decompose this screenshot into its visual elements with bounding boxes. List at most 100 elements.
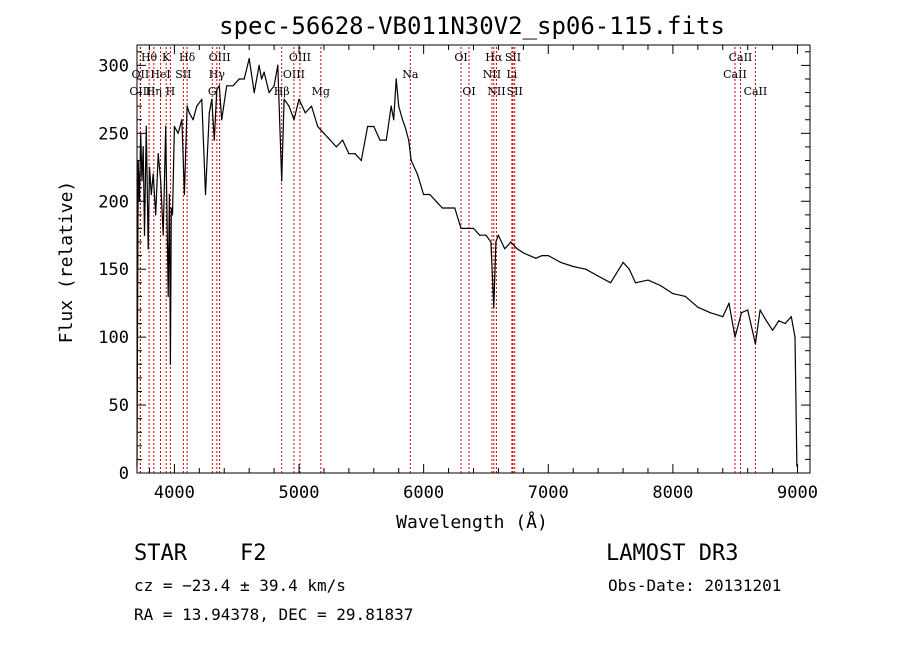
object-type: STAR [134, 541, 187, 566]
flux-point [429, 193, 431, 196]
line-marker-label: OIII [209, 51, 231, 64]
flux-point [734, 336, 736, 338]
flux-point [493, 306, 495, 308]
flux-point [145, 125, 147, 128]
flux-point [794, 336, 796, 338]
flux-point [177, 132, 179, 134]
flux-point [516, 248, 518, 250]
flux-point [401, 119, 404, 121]
line-marker-label: OIII [283, 68, 305, 81]
flux-point [772, 329, 774, 331]
line-marker-label: SII [507, 85, 523, 98]
y-tick-label: 250 [98, 124, 129, 144]
flux-point [196, 105, 198, 107]
line-marker-label: OII [132, 68, 150, 81]
series-layer [136, 57, 798, 467]
line-marker-label: CaII [744, 85, 768, 98]
line-marker-label: Hα [485, 51, 503, 64]
flux-point [169, 363, 171, 365]
flux-point [408, 139, 410, 141]
y-tick-label: 300 [98, 56, 129, 76]
flux-point [728, 302, 730, 304]
line-marker-label: SII [175, 68, 191, 81]
flux-point [147, 248, 149, 250]
flux-point [634, 282, 637, 284]
flux-point [323, 132, 325, 134]
x-axis-label: Wavelength (Å) [396, 511, 548, 533]
flux-point [504, 248, 506, 250]
flux-point [379, 139, 381, 141]
flux-point [441, 207, 443, 209]
y-tick-label: 200 [98, 192, 129, 212]
flux-point [216, 89, 218, 91]
line-marker-label: Hγ [209, 68, 226, 81]
x-tick-label: 9000 [777, 483, 818, 503]
flux-point [167, 295, 169, 297]
flux-point [317, 125, 319, 128]
flux-point [248, 58, 250, 60]
flux-point [759, 309, 761, 311]
line-marker-label: SII [505, 51, 521, 64]
flux-point [288, 105, 290, 107]
flux-point [479, 234, 481, 236]
flux-point [253, 92, 255, 94]
flux-point [141, 180, 143, 182]
line-marker-label: OI [454, 51, 467, 64]
flux-point [173, 125, 175, 128]
x-tick-label: 7000 [528, 483, 569, 503]
flux-point [226, 85, 228, 87]
flux-point [722, 316, 724, 318]
spectral-subclass: F2 [240, 541, 267, 566]
flux-point [497, 234, 499, 236]
line-marker-label: Li [506, 68, 517, 81]
flux-point [218, 85, 220, 87]
flux-point [622, 261, 624, 263]
flux-point [435, 200, 437, 202]
flux-point [448, 207, 450, 209]
flux-point [273, 85, 275, 87]
flux-point [395, 78, 397, 80]
flux-point [784, 322, 786, 325]
survey-name: LAMOST DR3 [606, 541, 739, 566]
flux-point [416, 173, 418, 175]
line-marker-label: HeI [150, 68, 170, 81]
flux-point [204, 193, 207, 196]
line-marker-label: NII [487, 85, 505, 98]
flux-point [298, 98, 300, 100]
line-marker-label: CaII [729, 51, 753, 64]
plot-frame [136, 44, 811, 474]
flux-point [263, 71, 265, 73]
flux-point [659, 284, 662, 287]
flux-point [152, 173, 154, 175]
flux-point [541, 255, 543, 257]
flux-point [170, 207, 172, 209]
flux-point [790, 316, 792, 318]
line-markers: Hθ OII OIII K HeI Hη Hδ SII H OIII Hγ G OIII OIII Hβ Mg… [129, 47, 767, 473]
flux-point [142, 146, 144, 148]
redshift-value: cz = −23.4 ± 39.4 km/s [134, 576, 346, 595]
y-tick-label: 0 [119, 464, 129, 484]
flux-point [221, 119, 223, 121]
x-tick-label: 6000 [403, 483, 444, 503]
flux-point [398, 105, 400, 107]
line-marker-label: Na [402, 68, 419, 81]
flux-point [165, 125, 167, 128]
flux-point [547, 255, 549, 257]
y-tick-label: 100 [98, 328, 129, 348]
flux-point [335, 146, 337, 148]
coordinates: RA = 13.94378, DEC = 29.81837 [134, 605, 414, 624]
flux-point [304, 112, 306, 114]
flux-point [201, 98, 203, 100]
flux-point [495, 241, 497, 243]
flux-point [385, 139, 387, 141]
flux-point [211, 98, 213, 100]
flux-point [423, 193, 425, 196]
flux-point [697, 306, 699, 308]
flux-point [268, 92, 270, 94]
flux-point [181, 119, 183, 121]
flux-point [162, 234, 164, 236]
flux-point [740, 312, 743, 314]
flux-point [293, 119, 295, 121]
line-marker-label: OIII [129, 85, 151, 98]
